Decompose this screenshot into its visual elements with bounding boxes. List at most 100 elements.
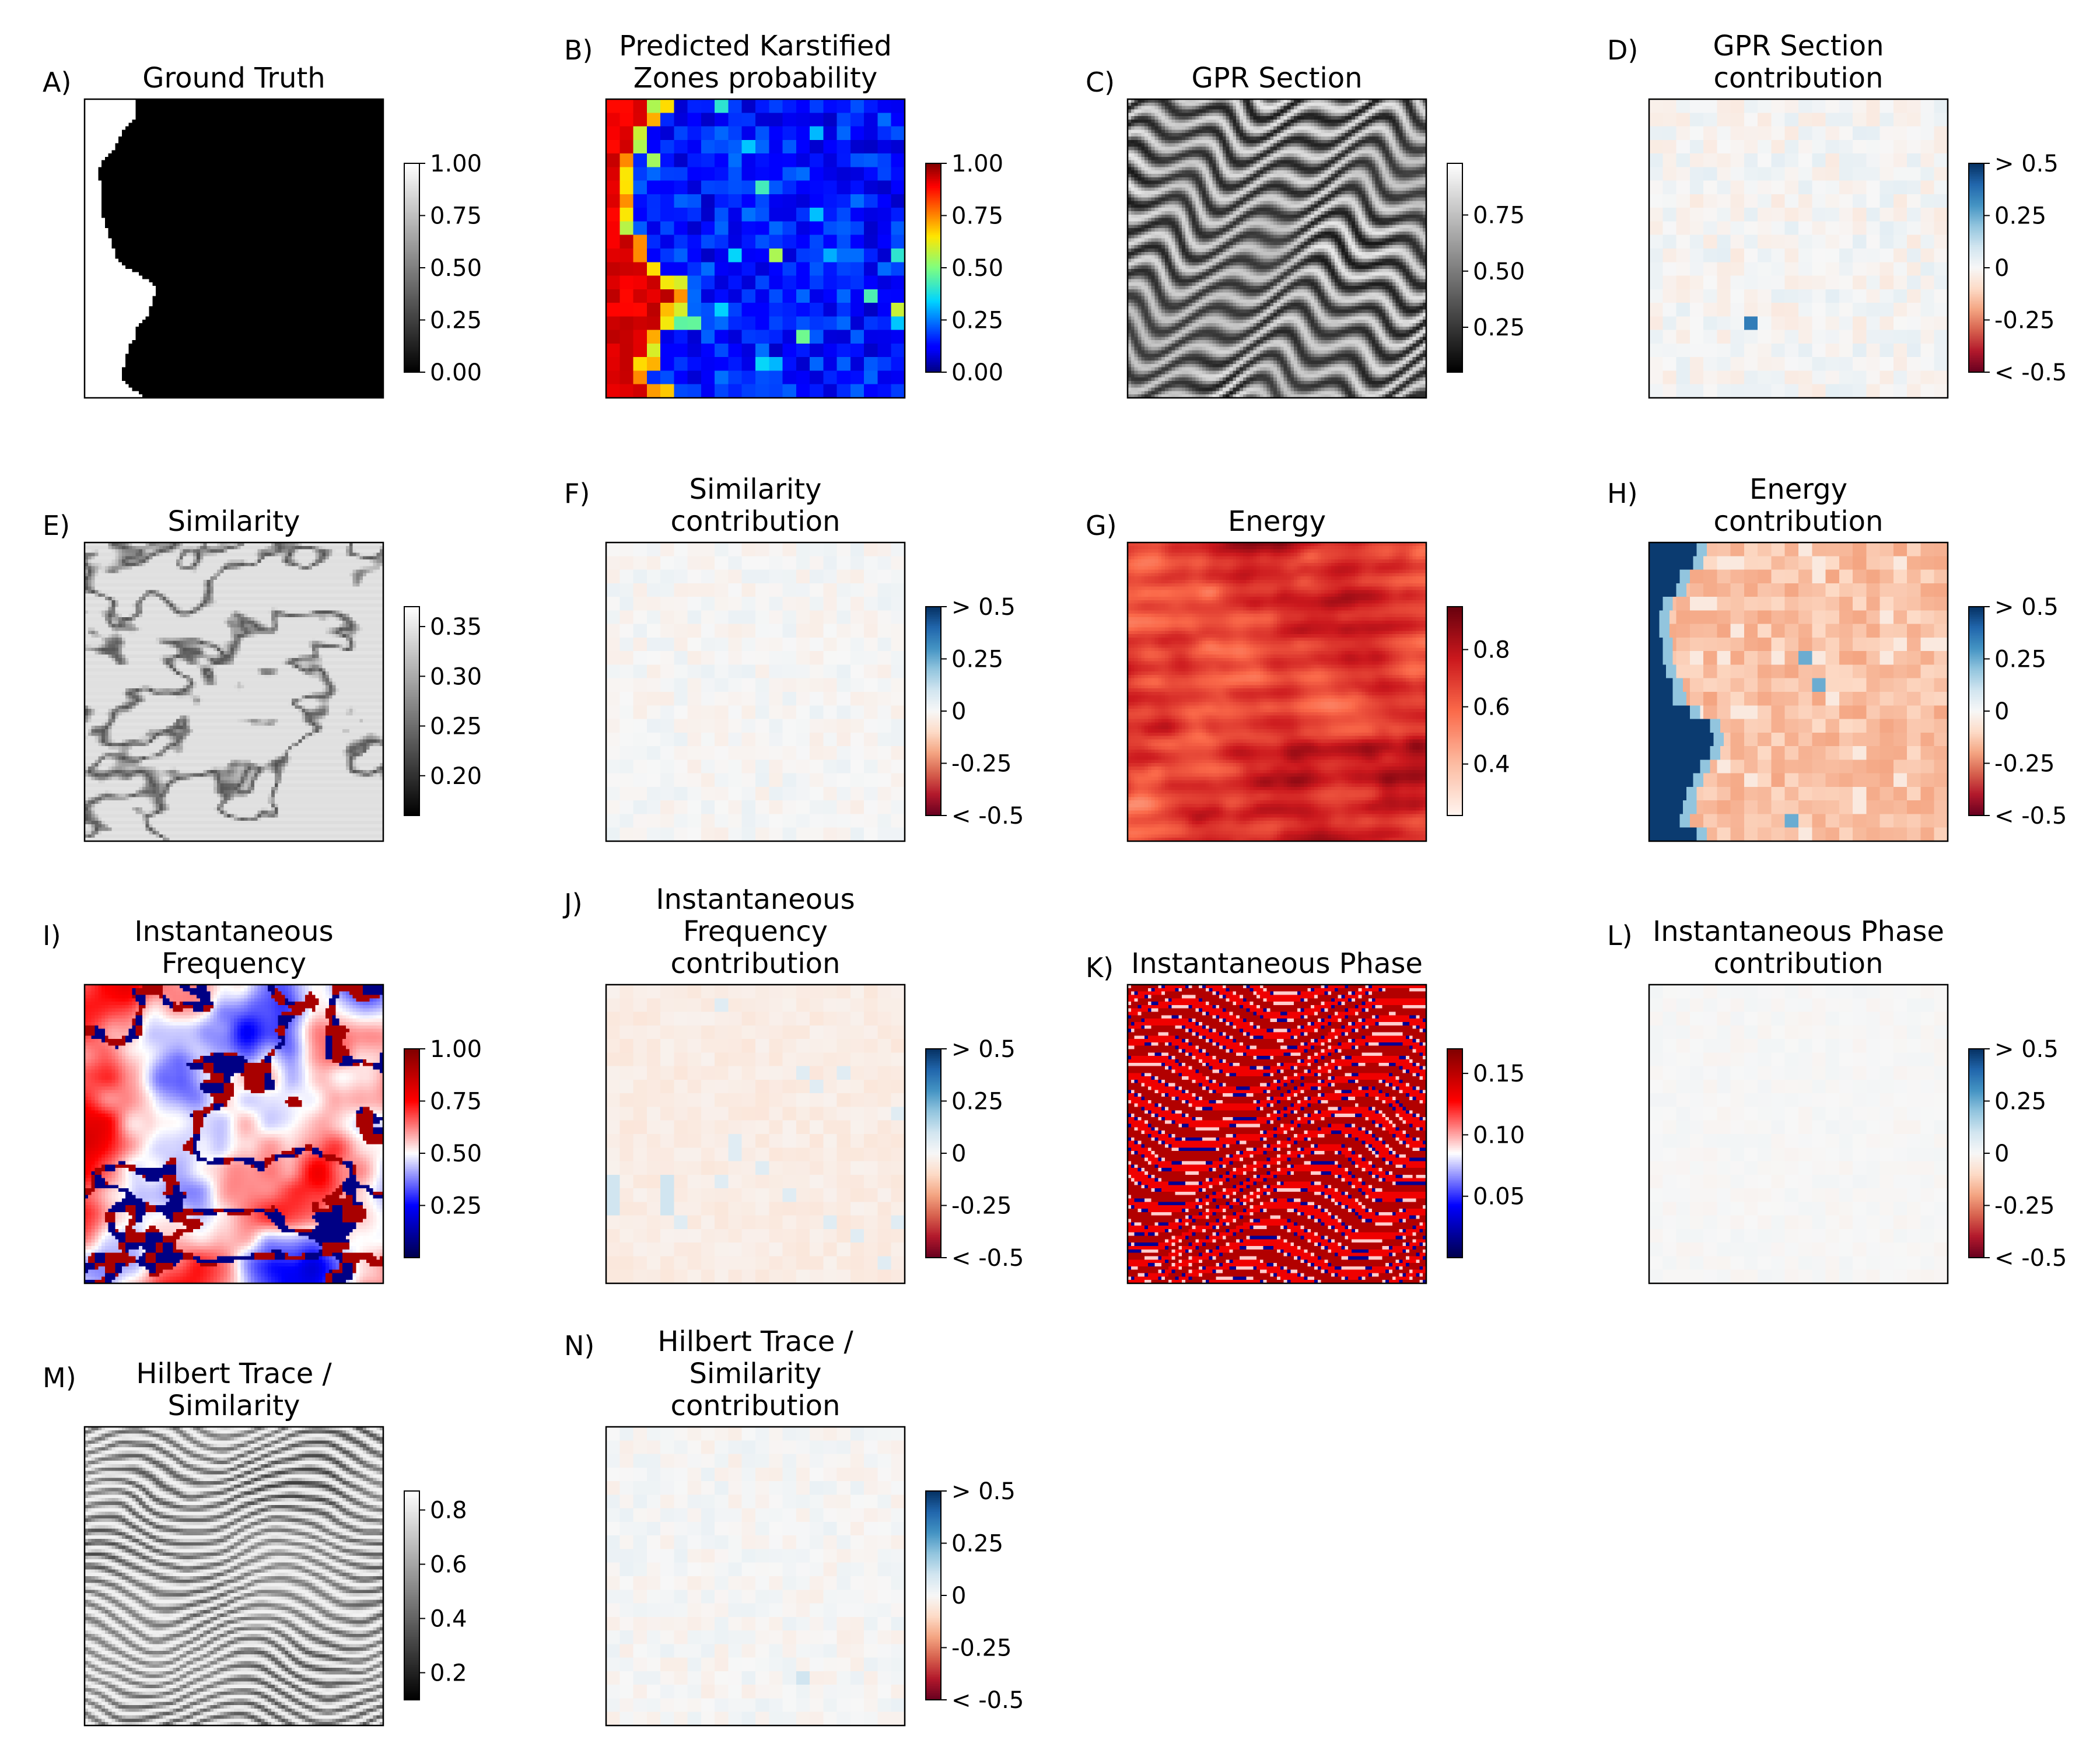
panel-title: Similarity — [690, 1357, 822, 1390]
panel-title: GPR Section — [1191, 62, 1362, 94]
panel-title: Predicted Karstified — [619, 30, 892, 62]
colorbar — [1969, 1049, 1984, 1258]
colorbar-tick-label: 1.00 — [430, 150, 482, 177]
panel-title: Hilbert Trace / — [136, 1357, 332, 1390]
panel-letter: N) — [564, 1330, 594, 1362]
heatmap-image — [1649, 985, 1948, 1284]
heatmap-image — [85, 1427, 384, 1726]
colorbar — [926, 1049, 941, 1258]
heatmap-image — [1649, 99, 1948, 398]
colorbar-tick-label: 0.6 — [430, 1552, 467, 1578]
colorbar-tick-label: 0.6 — [1473, 694, 1510, 721]
panel-title: Energy — [1749, 473, 1847, 506]
colorbar-tick-label: -0.25 — [951, 1635, 1012, 1662]
colorbar-tick-label: 0.00 — [430, 359, 482, 386]
colorbar-tick-label: 0.25 — [430, 713, 482, 740]
heatmap-image — [1128, 99, 1427, 398]
panel-letter: A) — [43, 66, 71, 98]
colorbar-tick-label: 0.50 — [1473, 258, 1525, 285]
panel-letter: J) — [562, 888, 583, 919]
colorbar-tick-label: -0.25 — [1994, 307, 2055, 334]
panel-title: Instantaneous — [134, 915, 333, 948]
colorbar — [1447, 1049, 1462, 1258]
colorbar-tick-label: 0.25 — [951, 646, 1003, 673]
colorbar — [1969, 607, 1984, 816]
colorbar-tick-label: > 0.5 — [951, 594, 1016, 621]
colorbar-tick-label: 0.4 — [430, 1606, 467, 1633]
panel-title: Instantaneous Phase — [1131, 947, 1423, 980]
colorbar-tick-label: < -0.5 — [1994, 1245, 2067, 1272]
panel-title: Frequency — [162, 947, 306, 980]
heatmap-image — [1649, 542, 1948, 842]
colorbar-tick-label: > 0.5 — [1994, 150, 2059, 177]
heatmap-image — [1128, 542, 1427, 842]
colorbar-tick-label: 0.25 — [951, 307, 1003, 334]
panel-title: Instantaneous Phase — [1653, 915, 1944, 948]
colorbar-tick-label: < -0.5 — [1994, 359, 2067, 386]
panel-letter: K) — [1086, 952, 1114, 984]
colorbar-tick-label: > 0.5 — [951, 1036, 1016, 1063]
colorbar-tick-label: 0.50 — [430, 255, 482, 282]
colorbar-tick-label: 0.10 — [1473, 1122, 1525, 1149]
colorbar — [404, 607, 419, 816]
panel-title: contribution — [671, 1390, 841, 1422]
colorbar — [404, 1491, 419, 1700]
heatmap-image — [606, 1427, 905, 1726]
colorbar-tick-label: 0 — [951, 698, 966, 725]
colorbar-tick-label: < -0.5 — [951, 1245, 1024, 1272]
colorbar-tick-label: 0 — [951, 1583, 966, 1609]
colorbar-tick-label: < -0.5 — [951, 1687, 1024, 1714]
colorbar-tick-label: -0.25 — [1994, 751, 2055, 778]
heatmap-image — [85, 99, 384, 398]
colorbar — [926, 607, 941, 816]
panel-title: contribution — [1714, 947, 1884, 980]
colorbar-tick-label: 0.75 — [951, 203, 1003, 230]
heatmap-image — [606, 542, 905, 842]
panel-letter: G) — [1086, 510, 1117, 541]
colorbar-tick-label: 1.00 — [430, 1036, 482, 1063]
colorbar-tick-label: 0.30 — [430, 663, 482, 690]
colorbar-tick-label: 0.8 — [1473, 637, 1510, 664]
colorbar — [926, 1491, 941, 1700]
heatmap-image — [85, 542, 384, 842]
heatmap-image — [606, 985, 905, 1284]
panel-title: Similarity — [168, 1390, 300, 1422]
panel-title: GPR Section — [1713, 30, 1884, 62]
colorbar-tick-label: 0.25 — [951, 1531, 1003, 1558]
panel-title: Similarity — [168, 505, 300, 538]
panel-k: K) Instantaneous Phase 0.05 0.10 0.15 — [1086, 947, 1525, 1284]
colorbar-tick-label: 1.00 — [951, 150, 1003, 177]
panel-letter: M) — [43, 1362, 76, 1394]
colorbar-tick-label: -0.25 — [1994, 1193, 2055, 1220]
panel-letter: E) — [43, 510, 70, 541]
colorbar-tick-label: 0.15 — [1473, 1060, 1525, 1087]
colorbar-tick-label: 0 — [1994, 255, 2009, 282]
colorbar-tick-label: -0.25 — [951, 751, 1012, 778]
panel-n: N) Hilbert Trace /Similaritycontribution<… — [564, 1325, 1024, 1726]
colorbar — [1969, 163, 1984, 373]
colorbar-tick-label: 0 — [1994, 1140, 2009, 1167]
heatmap-image — [606, 99, 905, 398]
panel-title: Similarity — [690, 473, 822, 506]
colorbar-tick-label: > 0.5 — [1994, 1036, 2059, 1063]
colorbar-tick-label: 0.25 — [1473, 314, 1525, 341]
colorbar-tick-label: 0.50 — [951, 255, 1003, 282]
colorbar-tick-label: 0.25 — [1994, 203, 2046, 230]
panel-letter: D) — [1607, 34, 1638, 66]
colorbar-tick-label: 0.05 — [1473, 1184, 1525, 1210]
panel-title: contribution — [671, 505, 841, 538]
colorbar — [1447, 163, 1462, 373]
colorbar-tick-label: 0.75 — [1473, 202, 1525, 229]
colorbar-tick-label: 0.75 — [430, 1088, 482, 1115]
colorbar-tick-label: 0.2 — [430, 1660, 467, 1687]
